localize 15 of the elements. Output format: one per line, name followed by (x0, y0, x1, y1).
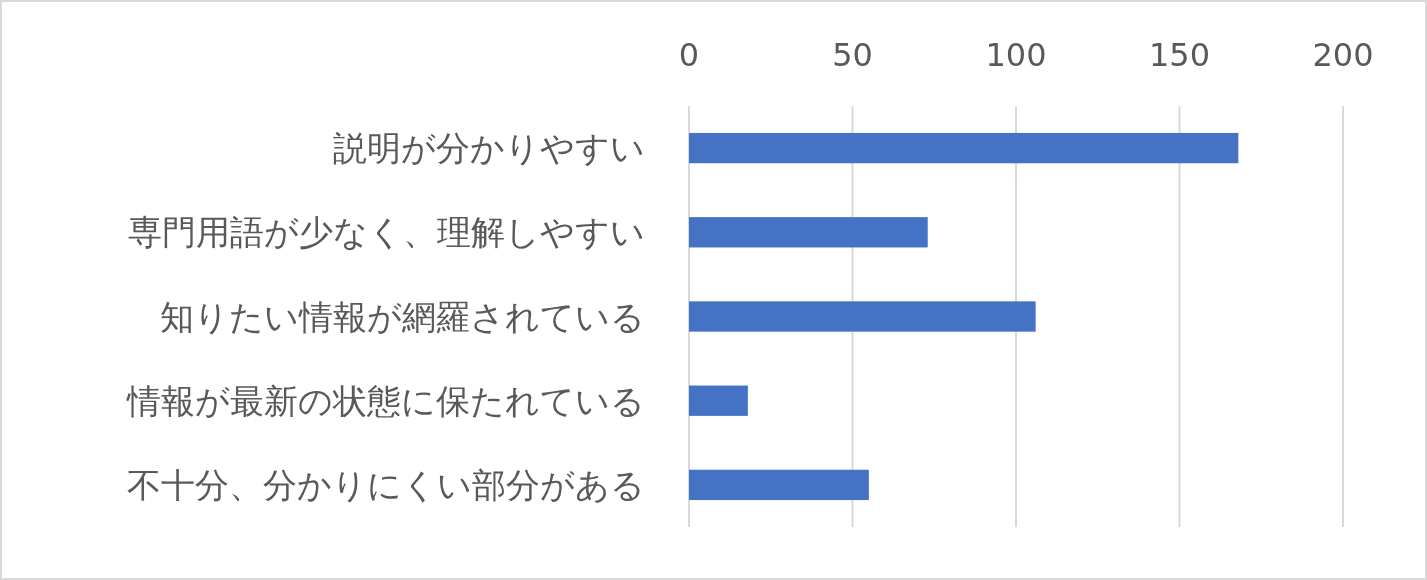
y-tick-label: 情報が最新の状態に保たれている (126, 380, 645, 421)
x-tick-label: 100 (985, 36, 1047, 74)
y-tick-label: 専門用語が少なく、理解しやすい (128, 212, 645, 253)
bar (689, 217, 928, 248)
bar (689, 301, 1036, 332)
y-tick-label: 説明が分かりやすい (333, 128, 645, 169)
bar (689, 469, 869, 501)
x-tick-label: 200 (1312, 36, 1374, 74)
y-tick-label: 不十分、分かりにくい部分がある (127, 464, 645, 505)
x-tick-label: 50 (832, 36, 873, 74)
x-tick-label: 150 (1148, 36, 1211, 74)
bar (689, 132, 1239, 164)
x-tick-label: 0 (678, 36, 700, 74)
y-tick-label: 知りたい情報が網羅されている (160, 296, 645, 337)
bar (689, 385, 748, 416)
